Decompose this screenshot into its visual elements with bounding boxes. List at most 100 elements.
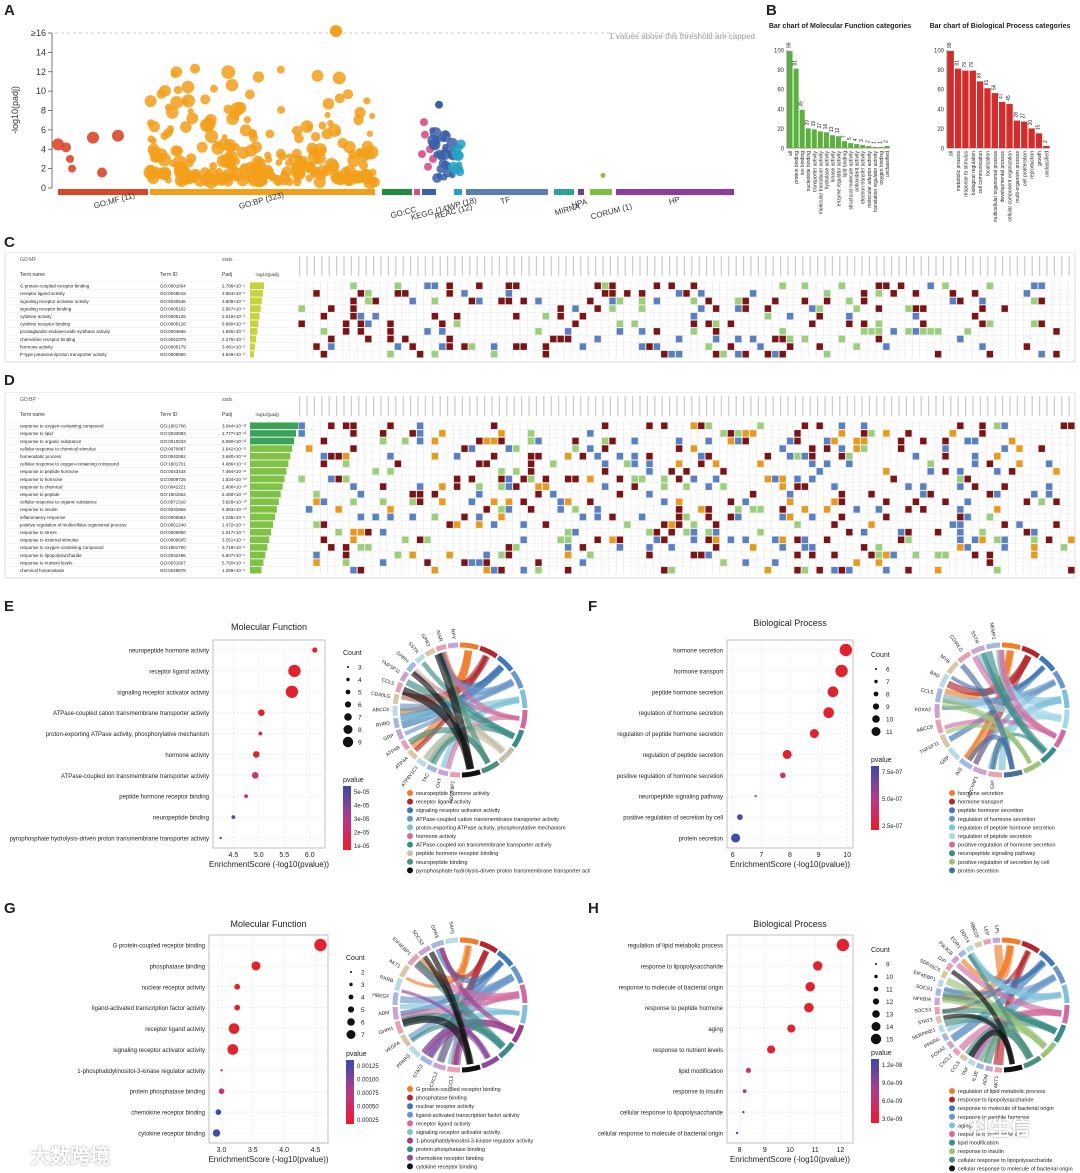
- gene-header-stub: [506, 396, 508, 416]
- enrichment-point: [312, 647, 318, 653]
- gene-cell: [298, 305, 305, 312]
- chord-gene-label: AKT1: [993, 1075, 1000, 1088]
- bp-point: [305, 174, 314, 183]
- category-label: localization: [985, 151, 991, 176]
- enrichment-point: [244, 794, 249, 799]
- gene-cell: [609, 437, 616, 445]
- gene-cell: [860, 422, 868, 430]
- chord-legend-dot: [949, 1131, 955, 1137]
- gene-cell: [698, 305, 705, 312]
- term-label: neuropeptide binding: [153, 816, 209, 822]
- gene-cell: [779, 475, 786, 483]
- gene-cell: [1001, 422, 1008, 430]
- gene-header-stub: [1009, 396, 1011, 416]
- gene-cell: [372, 468, 379, 475]
- gene-cell: [483, 506, 490, 513]
- gene-cell: [883, 551, 890, 559]
- term-name: response to peptide: [20, 492, 60, 497]
- gene-cell: [971, 483, 979, 490]
- chord-gene-arc: [406, 661, 417, 673]
- source-bar: [150, 189, 375, 195]
- term-name: cellular response to oxygen-containing c…: [20, 462, 120, 467]
- gene-cell: [542, 521, 550, 528]
- term-name: response to organic substance: [20, 439, 82, 444]
- gene-cell: [1068, 566, 1075, 574]
- gene-cell: [971, 290, 979, 297]
- enrichment-point: [754, 795, 757, 798]
- gene-header-stub: [654, 396, 656, 416]
- gene-cell: [757, 343, 764, 350]
- term-id: GO:0051240: [160, 522, 186, 527]
- pvalue-legend-title: pvalue: [343, 777, 364, 784]
- gene-cell: [794, 430, 801, 437]
- bp-point: [308, 147, 317, 156]
- gene-cell: [683, 528, 690, 536]
- chord-gene-arc: [416, 757, 428, 768]
- gene-cell: [320, 452, 328, 460]
- enrichment-point: [212, 1129, 221, 1137]
- gene-cell: [661, 536, 668, 544]
- term-label: response to insulin: [673, 1090, 723, 1096]
- gene-cell: [587, 498, 594, 506]
- x-axis-label: EnrichmentScore (-log10(pvalue)): [730, 860, 850, 869]
- term-label: phosphatase binding: [150, 964, 205, 970]
- category-label: multicellular organismal process: [993, 151, 999, 223]
- term-name: homeostatic process: [20, 454, 62, 459]
- reac-point: [435, 149, 445, 160]
- gene-cell: [572, 475, 579, 483]
- gene-cell: [920, 305, 927, 312]
- gene-cell: [875, 290, 883, 297]
- gene-header-stub: [891, 396, 893, 416]
- padj-bar: [250, 521, 274, 528]
- gene-cell: [468, 445, 476, 452]
- gene-cell: [387, 452, 394, 460]
- chord-gene-label: STAT3: [918, 1017, 934, 1026]
- gene-cell: [535, 452, 542, 460]
- gene-cell: [698, 506, 705, 513]
- gene-cell: [1031, 544, 1038, 551]
- gene-cell: [424, 328, 431, 335]
- chord-gene-label: DDIT4: [958, 929, 970, 945]
- gene-cell: [328, 422, 335, 430]
- category-bar: [854, 144, 860, 148]
- category-label: cell proliferation: [1022, 151, 1028, 186]
- gene-header-stub: [913, 396, 915, 416]
- enrichment-point: [835, 664, 848, 678]
- gene-cell: [557, 498, 564, 506]
- gene-header-stub: [706, 396, 708, 416]
- chord-legend-label: G protein-coupled receptor binding: [416, 1087, 501, 1093]
- mf-point: [61, 142, 71, 153]
- chord-gene-label: SSTR: [407, 641, 420, 656]
- gene-header-stub: [965, 396, 967, 416]
- count-legend-label: 11: [886, 729, 893, 736]
- gene-cell: [365, 290, 372, 297]
- term-name: cellular response to chemical stimulus: [20, 446, 97, 451]
- gene-cell: [498, 551, 505, 559]
- gene-cell: [342, 422, 350, 430]
- gene-cell: [964, 544, 971, 551]
- bp-point: [209, 161, 218, 170]
- category-label: reproduction: [1030, 151, 1036, 179]
- gene-cell: [801, 536, 809, 544]
- pvalue-tick-label: 0.00100: [357, 1078, 379, 1084]
- gene-header-stub: [1009, 256, 1011, 276]
- enrichment-point: [737, 814, 743, 820]
- chord-legend-label: signaling receptor activator activity: [416, 808, 500, 814]
- gene-cell: [927, 328, 934, 335]
- x-tick-label: 4.5: [228, 852, 238, 859]
- enrichment-point: [805, 982, 815, 992]
- gene-cell: [624, 521, 631, 528]
- term-padj: 2.777×10⁻¹²: [222, 431, 247, 436]
- gene-cell: [646, 343, 653, 350]
- chord-legend-label: ATPase-coupled ion transmembrane transpo…: [416, 843, 552, 849]
- y-tick-label: 2: [41, 164, 46, 174]
- gene-cell: [757, 506, 764, 513]
- gene-cell: [934, 551, 942, 559]
- gene-cell: [934, 350, 942, 358]
- gene-cell: [912, 551, 920, 559]
- x-tick-label: 8: [738, 1147, 742, 1154]
- chord-legend-dot: [949, 858, 955, 865]
- gene-cell: [971, 452, 979, 460]
- gene-cell: [979, 528, 986, 536]
